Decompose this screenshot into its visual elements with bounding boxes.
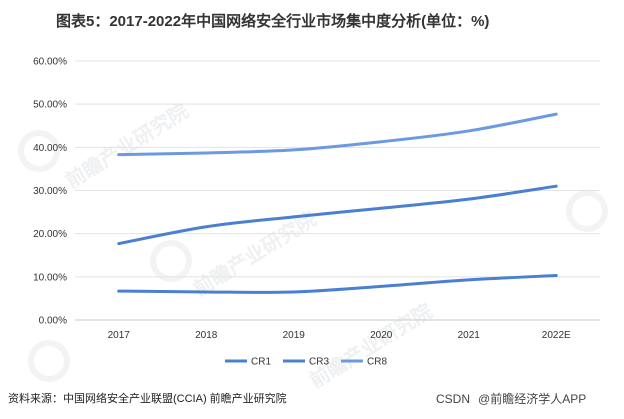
legend-label-cr3: CR3 — [309, 357, 329, 368]
data-point-cr3 — [467, 198, 470, 201]
data-point-cr8 — [467, 129, 470, 132]
data-point-cr3 — [292, 215, 295, 218]
data-point-cr1 — [555, 274, 558, 277]
y-tick-label: 30.00% — [33, 186, 67, 197]
data-point-cr8 — [205, 151, 208, 154]
author-label: @前瞻经济学人APP — [478, 392, 587, 406]
data-point-cr8 — [380, 140, 383, 143]
series-line-cr1 — [117, 274, 558, 294]
data-point-cr1 — [205, 290, 208, 293]
y-tick-label: 60.00% — [33, 57, 67, 68]
data-point-cr8 — [292, 148, 295, 151]
series-line-cr3 — [117, 184, 558, 246]
data-point-cr3 — [205, 225, 208, 228]
x-tick-label: 2022E — [542, 330, 571, 341]
credit-line: CSDN @前瞻经济学人APP — [436, 390, 586, 407]
legend-label-cr8: CR8 — [367, 357, 387, 368]
data-point-cr1 — [117, 290, 120, 293]
y-tick-label: 20.00% — [33, 229, 67, 240]
y-tick-label: 50.00% — [33, 100, 67, 111]
data-point-cr1 — [467, 278, 470, 281]
data-point-cr1 — [292, 290, 295, 293]
line-chart: 0.00% 10.00% 20.00% 30.00% 40.00% 50.00% 60.00… — [33, 57, 600, 368]
data-point-cr3 — [380, 207, 383, 210]
platform-label: CSDN — [436, 392, 471, 406]
data-point-cr1 — [380, 285, 383, 288]
legend-label-cr1: CR1 — [251, 357, 271, 368]
source-note: 资料来源：中国网络安全产业联盟(CCIA) 前瞻产业研究院 — [8, 393, 287, 405]
x-tick-label: 2021 — [458, 330, 481, 341]
y-tick-label: 10.00% — [33, 272, 67, 283]
x-tick-label: 2020 — [370, 330, 393, 341]
data-point-cr3 — [117, 242, 120, 245]
data-point-cr3 — [555, 185, 558, 188]
y-tick-label: 0.00% — [39, 316, 67, 327]
gridlines — [75, 60, 600, 321]
series-lines — [117, 112, 558, 294]
series-line-cr8 — [117, 112, 558, 157]
y-tick-label: 40.00% — [33, 143, 67, 154]
x-tick-label: 2018 — [195, 330, 218, 341]
x-tick-label: 2019 — [283, 330, 306, 341]
x-tick-label: 2017 — [108, 330, 131, 341]
data-point-cr8 — [555, 113, 558, 116]
data-point-cr8 — [117, 153, 120, 156]
x-axis: 2017 2018 2019 2020 2021 2022E — [108, 330, 571, 341]
legend: CR1 CR3 CR8 — [225, 357, 387, 368]
y-axis: 0.00% 10.00% 20.00% 30.00% 40.00% 50.00% 60.00… — [33, 57, 67, 327]
chart-title: 图表5：2017-2022年中国网络安全行业市场集中度分析(单位：%) — [56, 13, 490, 30]
